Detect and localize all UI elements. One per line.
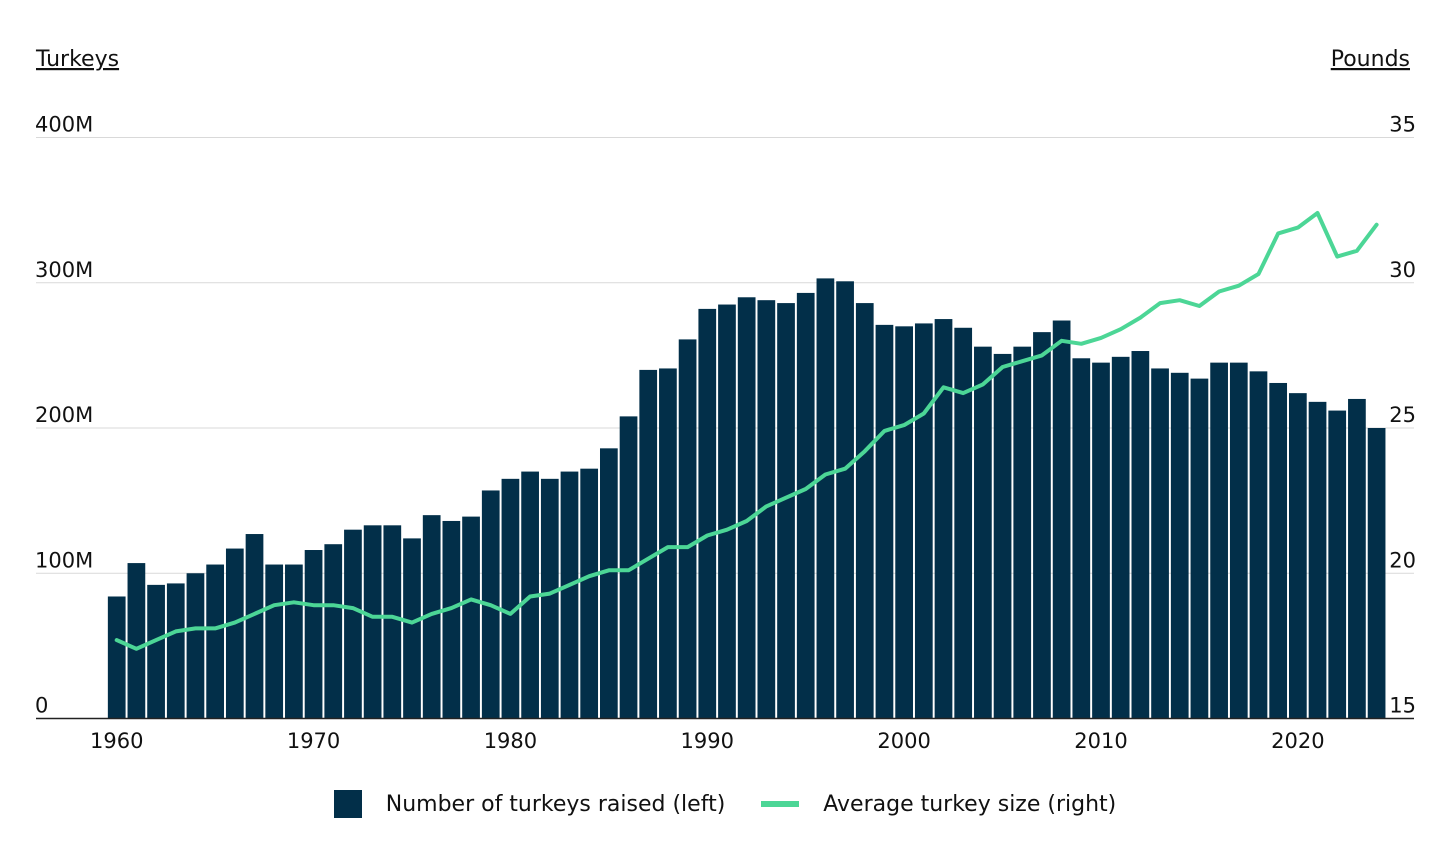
bar-1963 — [166, 583, 185, 719]
bar-1974 — [383, 525, 402, 719]
bar-2017 — [1229, 362, 1248, 719]
bar-1985 — [599, 448, 618, 719]
bar-1970 — [304, 550, 323, 719]
y-right-tick-label: 25 — [1389, 403, 1416, 427]
x-tick-label: 1970 — [287, 729, 340, 753]
x-tick-label: 2000 — [877, 729, 930, 753]
x-tick-label: 2010 — [1074, 729, 1127, 753]
y-right-tick-label: 35 — [1389, 113, 1416, 137]
bar-1998 — [855, 303, 874, 719]
bar-1986 — [619, 416, 638, 719]
bar-2001 — [914, 323, 933, 719]
bar-1965 — [206, 564, 224, 719]
y-left-tick-label: 0 — [35, 694, 48, 718]
bar-1989 — [678, 339, 697, 719]
bar-1972 — [344, 529, 362, 719]
bar-1982 — [540, 478, 559, 719]
bar-1996 — [816, 278, 835, 719]
bar-1990 — [698, 308, 717, 719]
bar-2012 — [1131, 351, 1150, 719]
bar-2002 — [934, 319, 953, 719]
bar-1980 — [501, 478, 520, 719]
y-right-tick-label: 30 — [1389, 258, 1416, 282]
bar-1992 — [737, 297, 756, 719]
bar-1977 — [442, 520, 461, 719]
bar-1999 — [875, 324, 894, 719]
left-axis-title: Turkeys — [35, 47, 119, 72]
bar-1966 — [225, 548, 244, 719]
bar-1993 — [757, 300, 776, 719]
right-axis-title: Pounds — [1331, 47, 1410, 72]
bar-1988 — [659, 368, 677, 719]
y-right-tick-label: 15 — [1389, 694, 1416, 718]
bar-2009 — [1072, 358, 1091, 719]
bar-2024 — [1367, 428, 1386, 719]
x-tick-label: 1990 — [681, 729, 734, 753]
bar-2007 — [1033, 332, 1051, 719]
bar-1969 — [285, 564, 303, 719]
y-right-tick-label: 20 — [1389, 548, 1416, 572]
bar-1976 — [422, 515, 441, 719]
bar-2015 — [1190, 378, 1209, 719]
legend: Number of turkeys raised (left) Average … — [0, 790, 1450, 818]
x-tick-label: 1980 — [484, 729, 537, 753]
bar-2000 — [895, 326, 913, 719]
legend-item-size: Average turkey size (right) — [761, 792, 1116, 817]
bar-1997 — [836, 281, 854, 719]
legend-label-size: Average turkey size (right) — [823, 791, 1117, 817]
bar-1967 — [245, 534, 264, 719]
bar-1984 — [580, 468, 599, 719]
y-left-tick-label: 400M — [35, 113, 93, 137]
bar-1961 — [127, 563, 146, 719]
y-left-tick-label: 300M — [35, 258, 93, 282]
y-left-tick-label: 100M — [35, 548, 93, 572]
bar-1968 — [265, 564, 284, 719]
bar-1973 — [363, 525, 382, 719]
avg-size-line — [114, 211, 1379, 651]
bar-2022 — [1328, 410, 1347, 719]
bar-2006 — [1013, 346, 1032, 719]
bar-2011 — [1111, 356, 1130, 719]
bar-1960 — [107, 596, 126, 719]
bar-1962 — [147, 584, 165, 719]
bar-2004 — [974, 346, 992, 719]
bar-1978 — [462, 516, 480, 719]
bar-2008 — [1052, 320, 1071, 719]
bar-2013 — [1151, 368, 1169, 719]
tick-labels: 0 15 100M 20 200M 25 300M 30 400M 35 1960 1970 1980 1… — [35, 113, 1416, 754]
bar-1994 — [777, 303, 795, 719]
bar-1987 — [639, 369, 658, 719]
bar-2014 — [1170, 372, 1189, 719]
size-line — [114, 211, 1379, 651]
legend-label-turkeys: Number of turkeys raised (left) — [385, 791, 726, 817]
bar-2010 — [1092, 362, 1110, 719]
bar-2018 — [1249, 371, 1268, 719]
legend-item-turkeys: Number of turkeys raised (left) — [333, 790, 726, 818]
bar-1995 — [796, 292, 815, 719]
bar-2016 — [1210, 362, 1228, 719]
y-left-tick-label: 200M — [35, 403, 93, 427]
bar-2023 — [1348, 398, 1366, 719]
x-tick-label: 2020 — [1271, 729, 1324, 753]
bar-2020 — [1288, 393, 1307, 719]
bar-2021 — [1308, 401, 1327, 719]
bar-1983 — [560, 471, 579, 719]
bars — [107, 278, 1386, 719]
bar-2019 — [1269, 382, 1288, 719]
bar-1971 — [324, 544, 343, 719]
bar-2003 — [954, 327, 973, 719]
bar-1964 — [186, 573, 205, 719]
bar-2005 — [993, 353, 1012, 719]
legend-swatch-line — [761, 801, 800, 807]
legend-swatch-bar — [333, 790, 362, 818]
x-tick-label: 1960 — [90, 729, 143, 753]
bar-1975 — [403, 538, 421, 719]
bar-1991 — [718, 304, 736, 719]
